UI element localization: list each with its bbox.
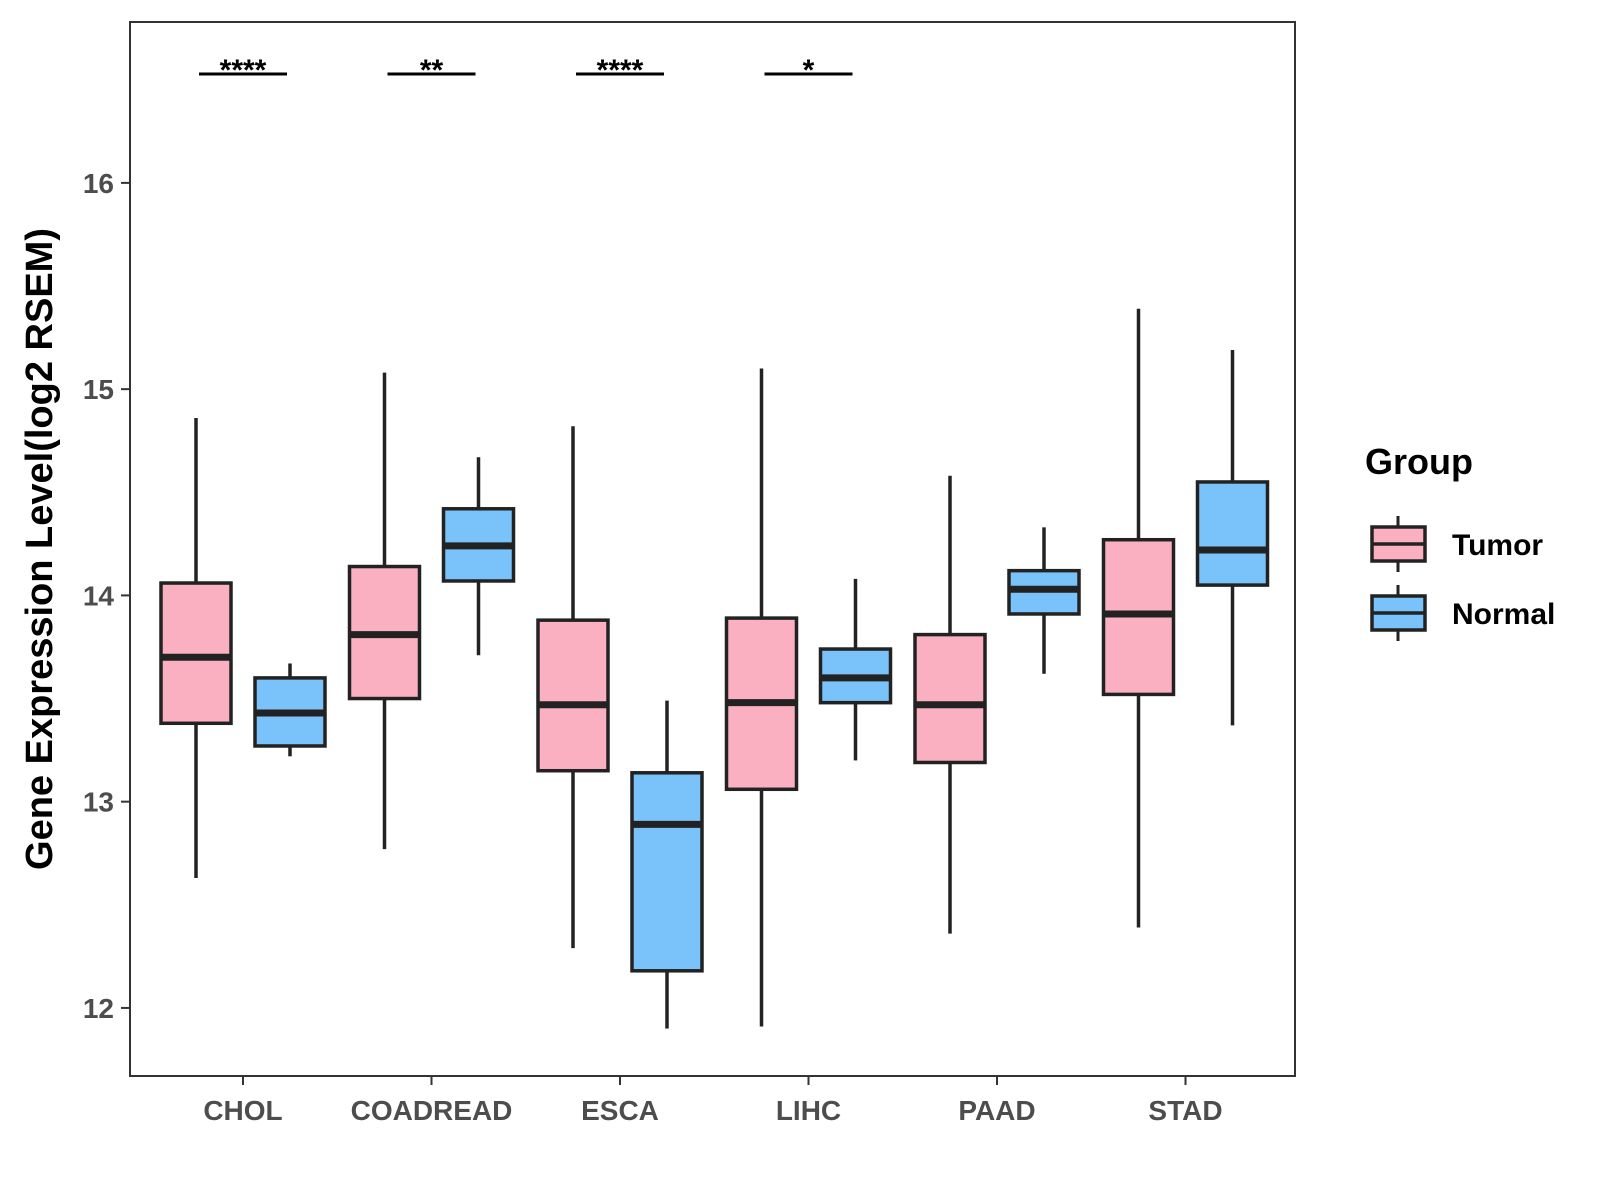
x-tick-label: ESCA: [581, 1095, 659, 1126]
box-tumor-stad: [1101, 308, 1176, 928]
box-tumor-lihc: [724, 368, 799, 1027]
box-normal-esca: [630, 700, 704, 1029]
y-tick-label: 15: [83, 374, 114, 405]
box-normal-stad: [1195, 349, 1270, 726]
box-iqr: [913, 632, 987, 765]
box-tumor-paad: [913, 475, 987, 934]
significance-label: ****: [597, 54, 644, 87]
plot-panel: [129, 21, 1296, 1077]
x-tick-label: STAD: [1148, 1095, 1222, 1126]
y-tick-label: 14: [83, 580, 115, 611]
box-tumor-coadread: [347, 372, 422, 850]
y-tick-label: 16: [83, 168, 114, 199]
y-axis: 12 13 14 15 16: [83, 168, 130, 1024]
x-tick-label: PAAD: [958, 1095, 1035, 1126]
boxes-layer: [159, 308, 1270, 1029]
x-tick-label: COADREAD: [351, 1095, 513, 1126]
significance-label: ****: [220, 54, 267, 87]
y-axis-title: Gene Expression Level(log2 RSEM): [19, 228, 61, 870]
box-iqr: [630, 771, 704, 973]
y-tick-label: 12: [83, 993, 114, 1024]
box-normal-chol: [253, 663, 327, 757]
box-iqr: [1195, 480, 1270, 587]
legend-key-normal: [1370, 585, 1427, 641]
box-iqr: [536, 618, 610, 773]
box-normal-coadread: [441, 457, 516, 656]
x-axis: CHOL COADREAD ESCA LIHC PAAD STAD: [203, 1076, 1223, 1126]
legend-label-tumor: Tumor: [1452, 529, 1543, 562]
x-tick-label: CHOL: [203, 1095, 282, 1126]
box-normal-lihc: [818, 578, 893, 761]
box-normal-paad: [1007, 527, 1081, 674]
box-tumor-chol: [159, 418, 233, 878]
significance-layer: **** ** **** *: [199, 54, 853, 87]
legend-label-normal: Normal: [1452, 598, 1555, 631]
legend-title: Group: [1365, 441, 1473, 482]
x-tick-label: LIHC: [776, 1095, 841, 1126]
box-tumor-esca: [536, 426, 610, 949]
legend: Group Tumor Normal: [1365, 441, 1555, 641]
y-tick-label: 13: [83, 787, 114, 818]
significance-label: **: [420, 54, 444, 87]
box-iqr: [159, 581, 233, 726]
legend-key-tumor: [1370, 516, 1427, 572]
significance-label: *: [803, 54, 815, 87]
